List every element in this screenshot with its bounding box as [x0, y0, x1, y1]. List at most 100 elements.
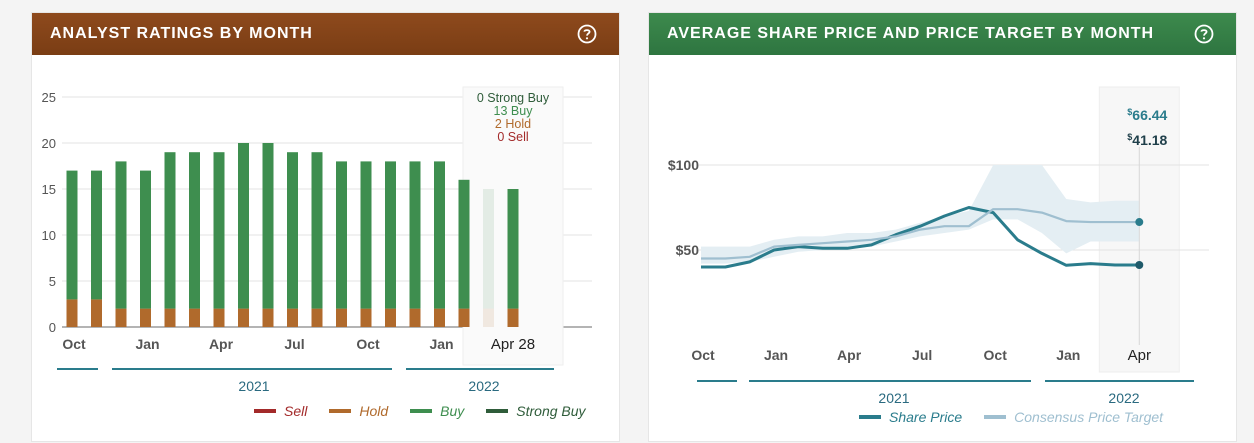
help-icon[interactable] [1194, 24, 1214, 44]
ratings-panel-title: ANALYST RATINGS BY MONTH [50, 25, 313, 42]
legend-label: Sell [284, 403, 308, 419]
price-target-range-band [701, 165, 1140, 264]
x-tick-label: Apr [1128, 347, 1151, 364]
legend-label: Consensus Price Target [1014, 409, 1164, 425]
bar-segment-hold [507, 308, 519, 327]
y-tick-label: $50 [676, 242, 700, 258]
price-legend: Share Price Consensus Price Target [837, 409, 1163, 425]
bar-segment-buy [115, 161, 127, 309]
ratings-panel-header: ANALYST RATINGS BY MONTH [32, 13, 619, 55]
legend-item[interactable]: Buy [410, 403, 464, 419]
bar-segment-hold [140, 308, 151, 327]
bar-segment-hold [434, 308, 445, 327]
legend-item[interactable]: Hold [329, 403, 388, 419]
bar-segment-hold [66, 299, 78, 327]
legend-item[interactable]: Sell [254, 403, 307, 419]
price-panel-header: AVERAGE SHARE PRICE AND PRICE TARGET BY … [649, 13, 1236, 55]
bar-segment-hold [238, 308, 249, 327]
share-price-marker [1135, 260, 1144, 269]
x-tick-label: Oct [62, 336, 86, 352]
tooltip-target-number: 66.44 [1132, 107, 1167, 123]
year-label: 2022 [1108, 390, 1139, 406]
bar-segment-hold [360, 308, 372, 327]
share-price-line [701, 206, 1140, 269]
bar-segment-hold [385, 308, 396, 327]
legend-label: Share Price [889, 409, 963, 425]
bar-segment-buy [385, 161, 396, 309]
tooltip-currency-symbol: $ [1127, 132, 1132, 142]
y-tick-label: 15 [42, 182, 56, 197]
x-tick-label: Jan [1056, 347, 1080, 363]
x-tick-label: Apr 28 [491, 336, 535, 353]
bar-segment-buy [238, 143, 249, 309]
bar-segment-hold [409, 308, 421, 327]
bar-segment-buy [409, 161, 421, 309]
year-label: 2022 [468, 378, 499, 394]
bar-segment-buy [434, 161, 445, 309]
bar-segment-hold [458, 308, 470, 327]
bar-segment-hold [91, 299, 102, 327]
bar-segment-hold [115, 308, 127, 327]
bar-segment-buy [458, 179, 470, 309]
bar-segment-buy [189, 152, 200, 309]
tooltip-currency-symbol: $ [1127, 107, 1132, 117]
year-label: 2021 [238, 378, 269, 394]
y-tick-label: 20 [42, 136, 56, 151]
bar-segment-hold [311, 308, 323, 327]
ratings-legend: Sell Hold Buy Strong Buy [232, 403, 586, 419]
legend-label: Hold [359, 403, 389, 419]
legend-item[interactable]: Share Price [859, 409, 962, 425]
legend-swatch [254, 409, 276, 413]
bar-segment-buy [66, 170, 78, 300]
bar-segment-hold [262, 308, 274, 327]
analyst-ratings-panel: ANALYST RATINGS BY MONTH 0 5 10 15 20 25 Oct Ja… [31, 12, 620, 442]
bar-segment-buy [287, 152, 298, 309]
ratings-chart: 0 5 10 15 20 25 Oct Jan Apr Jul Oct Jan Apr 28 2021 20… [42, 86, 592, 394]
x-tick-label: Oct [984, 347, 1008, 363]
bar-segment-hold [213, 308, 225, 327]
y-tick-label: 5 [49, 274, 56, 289]
legend-swatch [410, 409, 433, 413]
x-tick-label: Oct [356, 336, 380, 352]
y-tick-label: $100 [668, 157, 699, 173]
legend-label: Buy [440, 403, 465, 419]
bar-segment-buy [91, 170, 102, 300]
tooltip-sell: 0 Sell [497, 130, 528, 144]
help-icon[interactable] [577, 24, 597, 44]
bar-segment-hold [336, 308, 347, 327]
y-tick-label: 0 [49, 320, 56, 335]
tooltip-target-value: $66.44 [1127, 107, 1167, 123]
legend-item[interactable]: Strong Buy [486, 403, 586, 419]
bar-segment-buy [360, 161, 372, 309]
legend-swatch [486, 409, 509, 413]
bar-segment-buy [213, 152, 225, 309]
bar-segment-buy [164, 152, 176, 309]
x-tick-label: Jul [284, 336, 304, 352]
legend-swatch [329, 409, 352, 413]
share-price-panel: AVERAGE SHARE PRICE AND PRICE TARGET BY … [648, 12, 1237, 442]
tooltip-hold: 2 Hold [495, 117, 531, 131]
x-tick-label: Oct [691, 347, 715, 363]
tooltip-price-number: 41.18 [1132, 132, 1167, 148]
x-tick-label: Apr [837, 347, 862, 363]
bar-segment-hold [483, 308, 494, 327]
y-tick-label: 25 [42, 90, 56, 105]
bar-segment-buy [262, 143, 274, 309]
bar-segment-buy [507, 189, 519, 309]
bar-segment-buy [336, 161, 347, 309]
tooltip-price-value: $41.18 [1127, 132, 1167, 148]
price-target-line [701, 208, 1140, 260]
bar-segment-hold [164, 308, 176, 327]
bar-segment-buy [483, 189, 494, 309]
tooltip-buy: 13 Buy [494, 104, 534, 118]
x-tick-label: Jan [135, 336, 159, 352]
year-label: 2021 [878, 390, 909, 406]
price-panel-title: AVERAGE SHARE PRICE AND PRICE TARGET BY … [667, 25, 1155, 42]
bar-segment-buy [140, 170, 151, 309]
price-chart: $50 $100 Oct Jan Apr Jul Oct Jan Apr 2021 2022 $66.… [668, 86, 1209, 406]
x-tick-label: Jan [764, 347, 788, 363]
x-tick-label: Jan [429, 336, 453, 352]
bar-segment-buy [311, 152, 323, 309]
legend-item[interactable]: Consensus Price Target [984, 409, 1163, 425]
x-tick-label: Jul [912, 347, 932, 363]
